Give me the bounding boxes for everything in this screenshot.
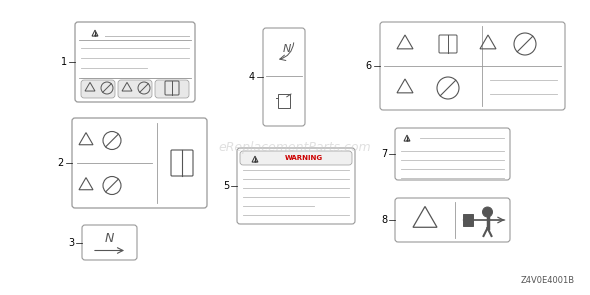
Text: 5: 5 [223,181,229,191]
Text: eReplacementParts.com: eReplacementParts.com [219,142,371,155]
Text: N: N [105,232,114,245]
Bar [463,214,473,226]
Text: 1: 1 [61,57,67,67]
FancyBboxPatch shape [395,128,510,180]
Text: 6: 6 [366,61,372,71]
FancyBboxPatch shape [237,148,355,224]
Text: 8: 8 [381,215,387,225]
Text: WARNING: WARNING [285,155,323,161]
Text: 7: 7 [381,149,387,159]
Text: 3: 3 [68,237,74,248]
FancyBboxPatch shape [263,28,305,126]
FancyBboxPatch shape [118,80,152,98]
Circle shape [483,207,493,217]
FancyBboxPatch shape [155,80,189,98]
FancyBboxPatch shape [82,225,137,260]
Bar [278,94,290,108]
FancyBboxPatch shape [380,22,565,110]
FancyBboxPatch shape [395,198,510,242]
Text: Z4V0E4001B: Z4V0E4001B [521,276,575,285]
Text: 2: 2 [58,158,64,168]
Text: N: N [283,44,291,54]
FancyBboxPatch shape [240,151,352,165]
FancyBboxPatch shape [75,22,195,102]
FancyBboxPatch shape [81,80,115,98]
FancyBboxPatch shape [72,118,207,208]
Text: 4: 4 [249,72,255,82]
